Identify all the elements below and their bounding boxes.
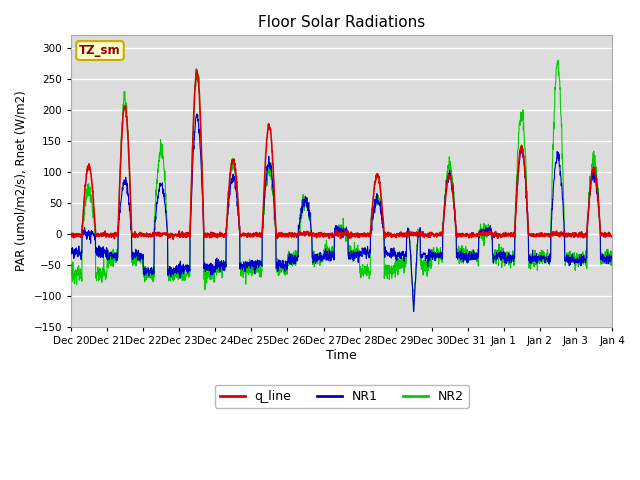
Line: NR1: NR1	[71, 114, 612, 312]
NR2	[369, 216, 376, 221]
NR2	[410, 302, 417, 308]
Title: Floor Solar Radiations: Floor Solar Radiations	[258, 15, 425, 30]
NR1	[608, 255, 616, 261]
NR1	[561, 250, 568, 256]
X-axis label: Time: Time	[326, 348, 357, 361]
NR1	[67, 251, 75, 256]
q_line	[193, 67, 201, 73]
NR1	[499, 254, 507, 260]
Y-axis label: PAR (umol/m2/s), Rnet (W/m2): PAR (umol/m2/s), Rnet (W/m2)	[15, 91, 28, 271]
q_line	[219, 231, 227, 237]
q_line	[369, 194, 377, 200]
q_line	[576, 231, 584, 237]
NR2	[67, 268, 75, 274]
NR1	[193, 111, 201, 117]
NR2	[357, 268, 365, 274]
NR2	[499, 256, 507, 262]
NR2	[608, 258, 616, 264]
q_line	[67, 233, 75, 239]
Line: q_line: q_line	[71, 70, 612, 239]
NR1	[218, 261, 226, 267]
NR2	[576, 252, 584, 257]
NR2	[561, 256, 568, 262]
NR1	[357, 251, 365, 257]
q_line	[608, 233, 616, 239]
NR1	[576, 257, 584, 263]
NR2	[218, 267, 226, 273]
q_line	[169, 236, 177, 242]
Line: NR2: NR2	[71, 60, 612, 305]
NR1	[369, 214, 377, 220]
Legend: q_line, NR1, NR2: q_line, NR1, NR2	[214, 385, 468, 408]
Text: TZ_sm: TZ_sm	[79, 44, 121, 57]
NR1	[410, 309, 417, 314]
q_line	[561, 233, 568, 239]
q_line	[358, 231, 365, 237]
q_line	[499, 232, 507, 238]
NR2	[554, 57, 562, 63]
